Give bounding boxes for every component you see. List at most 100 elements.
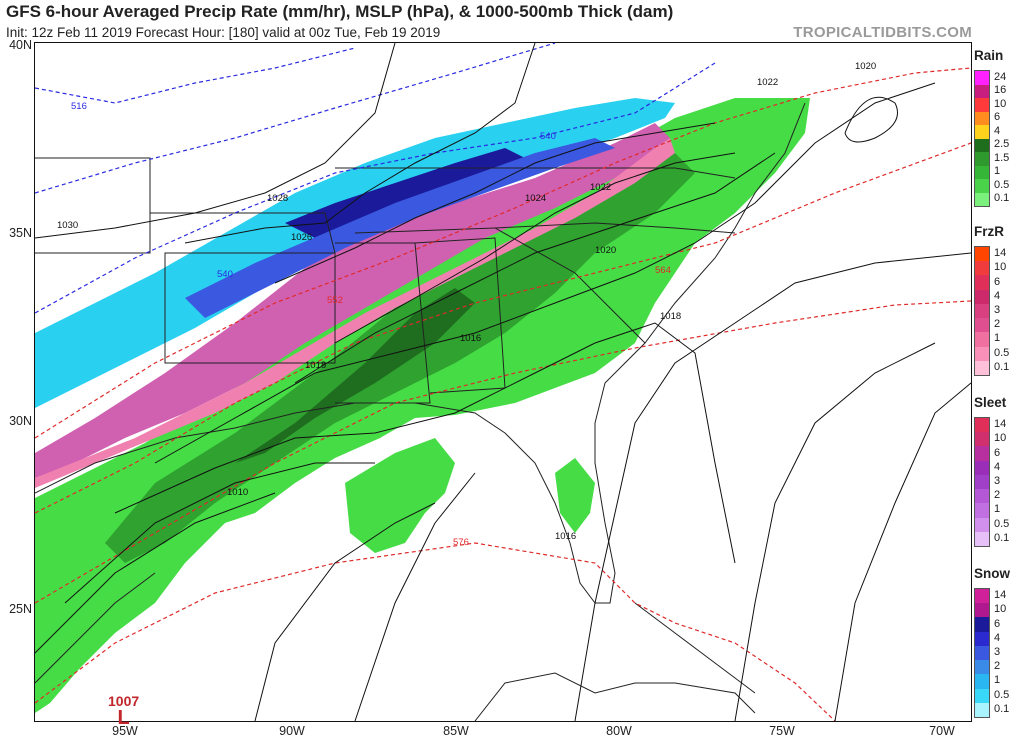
isobar-lines [35, 43, 971, 721]
isobar-line [35, 492, 276, 654]
isobar-label: 1028 [267, 193, 288, 204]
isobar-label: 1022 [590, 182, 611, 193]
weather-map[interactable]: 1020 1022 1022 1024 1026 1028 1030 1020 … [34, 42, 972, 722]
legend-tick-label: 10 [994, 97, 1007, 110]
lon-label-70w: 70W [929, 724, 955, 738]
legend-tick-label: 0.1 [994, 531, 1010, 544]
isobar-line [294, 152, 776, 384]
legend-tick-label: 3 [994, 475, 1001, 487]
legend-title-rain: Rain [974, 48, 1004, 63]
legend-color-swatch [975, 138, 989, 152]
legend-color-swatch [975, 192, 989, 206]
lon-label-95w: 95W [112, 724, 138, 738]
thickness-label: 564 [655, 265, 671, 276]
brand-watermark[interactable]: TROPICALTIDBITS.COM [793, 24, 972, 41]
low-pressure-value: 1007 [108, 693, 140, 709]
map-title: GFS 6-hour Averaged Precip Rate (mm/hr),… [6, 2, 674, 21]
lon-label-75w: 75W [769, 724, 795, 738]
isobar-label: 1030 [57, 220, 78, 231]
rain-light-area [35, 98, 810, 713]
legend-tick-label: 2.5 [994, 138, 1010, 151]
thickness-line-552 [35, 67, 971, 439]
low-pressure-center: 1007 L [108, 693, 140, 729]
legend-color-swatch [975, 432, 989, 447]
thickness-label: 540 [217, 269, 233, 280]
legend-color-swatch [975, 702, 989, 717]
map-subtitle: Init: 12z Feb 11 2019 Forecast Hour: [18… [6, 25, 441, 40]
freezing-rain-band [35, 138, 675, 488]
legend-tick-label: 1.5 [994, 151, 1010, 164]
legend-colorbar-sleet [974, 417, 990, 547]
legend-color-swatch [975, 645, 989, 661]
legend-color-swatch [975, 332, 989, 347]
legend-color-swatch [975, 631, 989, 646]
isobar-line [354, 472, 476, 721]
isobar-labels: 1020 1022 1022 1024 1026 1028 1030 1020 … [57, 61, 876, 542]
low-pressure-symbol: L [117, 707, 130, 729]
isobar-line [274, 122, 716, 284]
legend-color-swatch [975, 165, 989, 179]
legend-tick-label: 2 [994, 489, 1001, 502]
legend-tick-label: 0.5 [994, 178, 1010, 191]
legend-tick-label: 6 [994, 275, 1001, 288]
isobar-line [154, 82, 936, 464]
precip-shading [35, 98, 810, 713]
state-border-line [354, 222, 736, 234]
legend-title-frzr: FrzR [974, 224, 1004, 239]
legend-tick-label: 6 [994, 111, 1001, 124]
thickness-line-570 [35, 300, 971, 604]
legend-color-swatch [975, 674, 989, 689]
legend-tick-label: 0.5 [994, 688, 1010, 701]
thickness-label: 540 [540, 131, 556, 142]
legend-tick-label: 14 [994, 418, 1007, 431]
legend-tick-label: 4 [994, 631, 1001, 644]
legend-tick-label: 3 [994, 646, 1001, 658]
legend-color-swatch [975, 360, 989, 375]
lat-label-40n: 40N [9, 38, 32, 52]
legend-color-swatch [975, 318, 989, 333]
thickness-label: 576 [453, 537, 469, 548]
legend-tick-label: 0.5 [994, 517, 1010, 530]
legend-tick-label: 0.1 [994, 192, 1010, 205]
legend-color-swatch [975, 275, 989, 290]
isobar-line [254, 502, 436, 721]
legend-color-swatch [975, 617, 989, 632]
legend-color-swatch [975, 152, 989, 166]
legend-color-swatch [975, 688, 989, 703]
isobar-label: 1026 [291, 232, 312, 243]
isobar-label: 1016 [460, 333, 481, 344]
legend-tick-label: 2 [994, 660, 1001, 673]
legend-color-swatch [975, 503, 989, 518]
thickness-line-576 [35, 542, 836, 721]
isobar-label: 1016 [555, 531, 576, 542]
thickness-lines [35, 43, 971, 721]
legend-color-swatch [975, 247, 989, 262]
legend-title-sleet: Sleet [974, 395, 1007, 410]
coastline [474, 672, 756, 721]
legend-color-swatch [975, 111, 989, 125]
lat-label-25n: 25N [9, 602, 32, 616]
rain-florida-area [555, 458, 595, 533]
legend-tick-label: 1 [994, 165, 1001, 178]
legend-color-swatch [975, 125, 989, 139]
thickness-label: 516 [71, 101, 87, 112]
precip-legend: Rain 24 16 10 6 4 2.5 1.5 1 0.5 0.1 FrzR 14 10 6 4 3 2… [972, 46, 1024, 736]
boundaries [35, 102, 806, 721]
legend-tick-label: 10 [994, 603, 1007, 616]
coastline [634, 602, 756, 694]
isobar-line [114, 322, 736, 564]
map-canvas: 1020 1022 1022 1024 1026 1028 1030 1020 … [35, 43, 971, 721]
legend-color-swatch [975, 446, 989, 461]
legend-color-swatch [975, 589, 989, 604]
legend-color-swatch [975, 517, 989, 532]
lon-label-85w: 85W [443, 724, 469, 738]
lon-label-80w: 80W [606, 724, 632, 738]
legend-color-swatch [975, 531, 989, 546]
lon-label-90w: 90W [279, 724, 305, 738]
mixed-precip-band [35, 123, 670, 478]
isobar-label: 1020 [855, 61, 876, 72]
legend-tick-label: 6 [994, 446, 1001, 459]
isobar-line [35, 43, 396, 239]
legend-tick-label: 10 [994, 432, 1007, 445]
state-border-line [494, 227, 646, 344]
